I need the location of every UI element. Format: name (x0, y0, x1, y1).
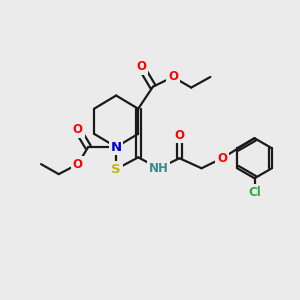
Text: O: O (73, 158, 83, 171)
Text: O: O (168, 70, 178, 83)
Text: NH: NH (149, 162, 169, 175)
Text: O: O (217, 152, 227, 165)
Text: O: O (73, 124, 83, 136)
Text: O: O (136, 61, 146, 74)
Text: N: N (111, 141, 122, 154)
Text: O: O (174, 129, 184, 142)
Text: Cl: Cl (248, 186, 261, 199)
Text: S: S (111, 163, 121, 176)
